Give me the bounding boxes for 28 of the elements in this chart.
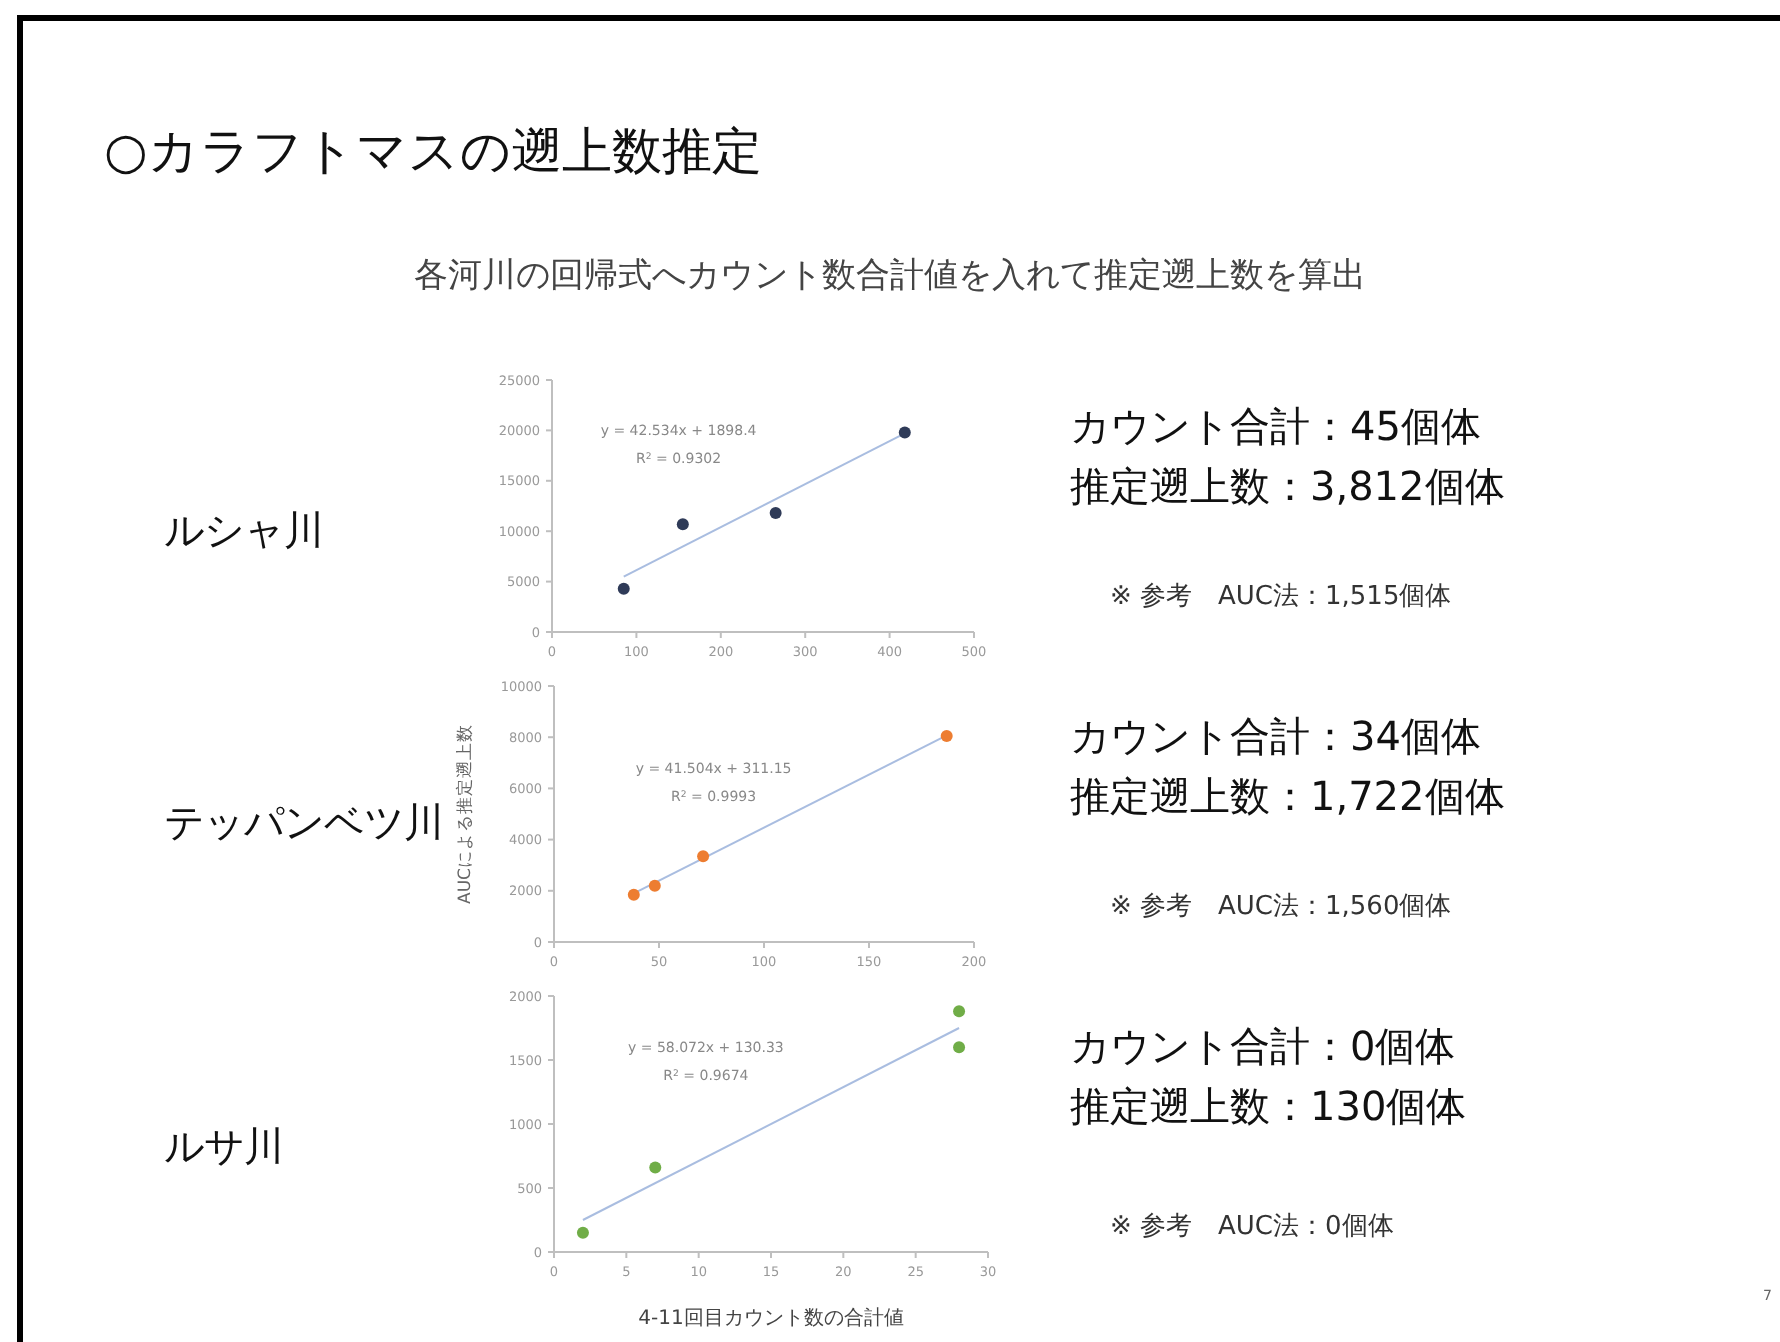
text: 推定遡上数：3,812個体	[1070, 462, 1505, 510]
point	[648, 879, 661, 892]
text: ルサ川	[164, 1122, 284, 1170]
text: ※ 参考 AUC法：1,515個体	[1110, 582, 1452, 612]
point	[953, 1041, 966, 1054]
text: カウント合計：0個体	[1070, 1022, 1456, 1070]
text: カウント合計：45個体	[1070, 402, 1481, 450]
text: 推定遡上数：1,722個体	[1070, 772, 1505, 820]
point	[898, 426, 911, 439]
text: 推定遡上数：130個体	[1070, 1082, 1467, 1130]
text: ※ 参考 AUC法：1,560個体	[1110, 892, 1452, 922]
point	[627, 888, 640, 901]
point	[676, 518, 689, 531]
point	[697, 850, 710, 863]
point	[617, 582, 630, 595]
chart-subtitle: 各河川の回帰式へカウント数合計値を入れて推定遡上数を算出	[414, 256, 1366, 296]
text: ルシャ川	[164, 506, 324, 554]
y-axis-title: AUCによる推定遡上数	[454, 724, 476, 904]
point	[576, 1226, 589, 1239]
point	[649, 1161, 662, 1174]
x-axis-title: 4-11回目カウント数の合計値	[638, 1306, 904, 1330]
point	[940, 729, 953, 742]
point	[769, 507, 782, 520]
chart-title: ○カラフトマスの遡上数推定	[104, 122, 762, 180]
text: テッパンベツ川	[164, 798, 444, 846]
text: ※ 参考 AUC法：0個体	[1110, 1212, 1394, 1242]
text: カウント合計：34個体	[1070, 712, 1481, 760]
point	[953, 1005, 966, 1018]
